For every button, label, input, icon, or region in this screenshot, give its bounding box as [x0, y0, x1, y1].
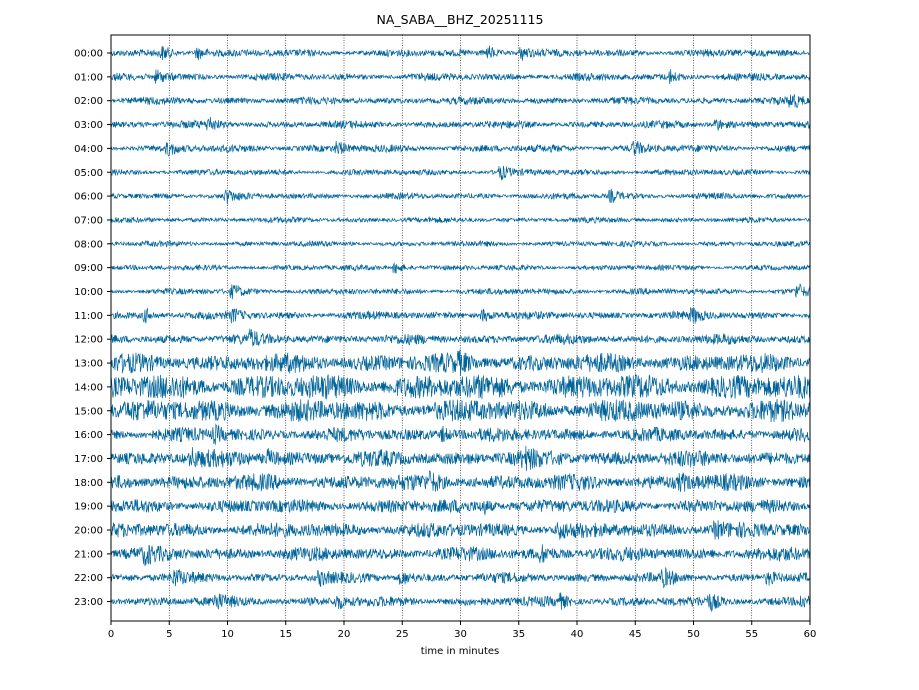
- y-tick-label: 05:00: [74, 168, 103, 179]
- y-tick-label: 15:00: [74, 406, 103, 417]
- seismic-trace-1400: [110, 373, 811, 400]
- seismic-trace-2200: [110, 567, 811, 589]
- seismic-trace-0500: [110, 165, 811, 181]
- seismic-trace-0200: [110, 94, 811, 109]
- seismic-trace-0700: [110, 215, 811, 225]
- y-tick-label: 21:00: [74, 549, 103, 560]
- y-tick-label: 14:00: [74, 382, 103, 393]
- x-tick-label: 35: [512, 629, 525, 640]
- seismic-trace-0400: [110, 140, 811, 157]
- x-tick-label: 20: [338, 629, 351, 640]
- x-tick-label: 10: [221, 629, 234, 640]
- y-tick-label: 17:00: [74, 454, 103, 465]
- y-tick-label: 16:00: [74, 430, 103, 441]
- y-tick-label: 19:00: [74, 502, 103, 513]
- seismic-trace-2100: [110, 544, 811, 567]
- x-tick-label: 15: [279, 629, 292, 640]
- y-tick-label: 09:00: [74, 263, 103, 274]
- seismic-trace-1500: [110, 398, 811, 423]
- x-tick-label: 40: [571, 629, 584, 640]
- y-tick-label: 20:00: [74, 526, 103, 537]
- seismic-trace-0800: [110, 239, 811, 248]
- seismic-trace-1200: [110, 328, 811, 347]
- seismic-trace-2300: [110, 592, 811, 612]
- seismic-trace-1700: [110, 445, 811, 472]
- y-tick-label: 12:00: [74, 335, 103, 346]
- seismic-trace-1300: [110, 349, 811, 376]
- y-tick-label: 22:00: [74, 573, 103, 584]
- y-tick-label: 11:00: [74, 311, 103, 322]
- seismic-trace-1000: [110, 283, 811, 300]
- seismic-trace-1900: [110, 498, 811, 515]
- seismic-trace-1600: [110, 423, 811, 445]
- x-tick-label: 60: [804, 629, 817, 640]
- seismic-trace-1100: [110, 307, 811, 324]
- y-tick-label: 23:00: [74, 597, 103, 608]
- x-axis-label: time in minutes: [421, 646, 500, 657]
- x-tick-label: 25: [396, 629, 409, 640]
- x-tick-layer: 0 5 10 15 20 25 30 35 40 45 50 55 60: [108, 621, 817, 640]
- chart-title: NA_SABA__BHZ_20251115: [377, 12, 544, 27]
- x-tick-label: 0: [108, 629, 114, 640]
- seismic-trace-0000: [110, 45, 811, 61]
- y-tick-label: 13:00: [74, 359, 103, 370]
- y-tick-label: 00:00: [74, 49, 103, 60]
- y-tick-label: 02:00: [74, 96, 103, 107]
- x-tick-label: 55: [745, 629, 758, 640]
- seismic-trace-0100: [110, 69, 811, 85]
- y-tick-layer: 00:00 01:00 02:00 03:00 04:00 05:00 06:00 07:00…: [74, 49, 111, 608]
- x-tick-label: 45: [629, 629, 642, 640]
- y-tick-label: 18:00: [74, 478, 103, 489]
- y-tick-label: 10:00: [74, 287, 103, 298]
- seismic-trace-0300: [110, 116, 811, 132]
- y-tick-label: 06:00: [74, 192, 103, 203]
- seismic-trace-1800: [110, 470, 811, 492]
- x-tick-label: 50: [687, 629, 700, 640]
- y-tick-label: 01:00: [74, 72, 103, 83]
- y-tick-label: 04:00: [74, 144, 103, 155]
- seismic-trace-0600: [110, 188, 811, 205]
- y-tick-label: 03:00: [74, 120, 103, 131]
- y-tick-label: 08:00: [74, 239, 103, 250]
- x-tick-label: 5: [166, 629, 172, 640]
- seismic-trace-2000: [110, 519, 811, 540]
- grid-layer: [168, 35, 753, 621]
- y-tick-label: 07:00: [74, 215, 103, 226]
- x-tick-label: 30: [454, 629, 467, 640]
- seismic-trace-0900: [110, 262, 811, 274]
- trace-layer: [110, 45, 811, 612]
